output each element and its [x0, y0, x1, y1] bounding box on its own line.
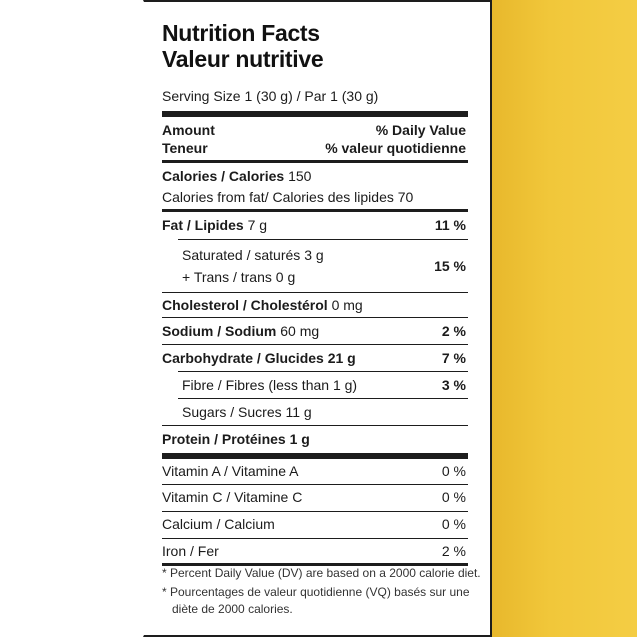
divider-medium [162, 209, 468, 212]
calcium-row: Calcium / Calcium 0 % [162, 514, 468, 534]
divider-medium [162, 563, 468, 566]
carbohydrate-daily-value: 7 % [441, 350, 466, 366]
fat-daily-value: 11 % [434, 217, 466, 233]
carbohydrate-amount: 21 g [327, 350, 356, 366]
vitamin-a-daily-value: 0 % [441, 463, 466, 479]
divider-medium [162, 160, 468, 163]
calcium-daily-value: 0 % [441, 516, 466, 532]
protein-label: Protein / Protéines [162, 431, 286, 447]
divider-thin [162, 292, 468, 293]
vitamin-c-daily-value: 0 % [441, 489, 466, 505]
carbohydrate-row: Carbohydrate / Glucides 21 g 7 % [162, 348, 468, 368]
calories-from-fat-row: Calories from fat/ Calories des lipides … [162, 187, 468, 207]
daily-value-header-en: % Daily Value [375, 122, 466, 138]
vitamin-a-row: Vitamin A / Vitamine A 0 % [162, 461, 468, 481]
sugars-row: Sugars / Sucres 11 g [162, 402, 468, 422]
trans-row: + Trans / trans 0 g [162, 267, 468, 287]
vitamin-c-row: Vitamin C / Vitamine C 0 % [162, 487, 468, 507]
daily-value-header-fr: % valeur quotidienne [325, 140, 466, 156]
iron-daily-value: 2 % [441, 543, 466, 559]
calories-label: Calories / Calories [162, 168, 285, 184]
trans-amount: 0 g [275, 269, 296, 285]
vitamin-c-label: Vitamin C / Vitamine C [162, 489, 303, 505]
amount-header-fr: Teneur [162, 140, 208, 156]
title-english: Nutrition Facts [162, 20, 320, 46]
sugars-amount: 11 g [285, 404, 312, 420]
iron-row: Iron / Fer 2 % [162, 541, 468, 561]
calories-row: Calories / Calories 150 [162, 166, 468, 186]
protein-row: Protein / Protéines 1 g [162, 429, 468, 449]
divider-thin [162, 511, 468, 512]
divider-thick [162, 111, 468, 117]
footnote-french-line2: diète de 2000 calories. [172, 602, 293, 616]
fibre-row: Fibre / Fibres (less than 1 g) 3 % [162, 375, 468, 395]
vitamin-a-label: Vitamin A / Vitamine A [162, 463, 299, 479]
title-french: Valeur nutritive [162, 46, 324, 72]
fat-label: Fat / Lipides [162, 217, 244, 233]
sodium-daily-value: 2 % [441, 323, 466, 339]
divider-thin [162, 317, 468, 318]
sodium-amount: 60 mg [280, 323, 320, 339]
calcium-label: Calcium / Calcium [162, 516, 275, 532]
saturated-label: Saturated / saturés [182, 247, 301, 263]
sodium-label: Sodium / Sodium [162, 323, 277, 339]
divider-thin [178, 239, 468, 240]
iron-label: Iron / Fer [162, 543, 219, 559]
nutrition-panel [143, 0, 492, 637]
cholesterol-label: Cholesterol / Cholestérol [162, 297, 328, 313]
calories-value: 150 [288, 168, 312, 184]
saturated-trans-daily-value: 15 % [434, 258, 466, 274]
fat-row: Fat / Lipides 7 g 11 % [162, 215, 468, 235]
divider-thick [162, 453, 468, 459]
cholesterol-row: Cholesterol / Cholestérol 0 mg [162, 295, 468, 315]
sugars-label: Sugars / Sucres [182, 404, 282, 420]
fat-amount: 7 g [247, 217, 268, 233]
divider-thin [162, 538, 468, 539]
divider-thin [162, 484, 468, 485]
divider-thin [178, 398, 468, 399]
protein-amount: 1 g [289, 431, 310, 447]
serving-size: Serving Size 1 (30 g) / Par 1 (30 g) [162, 88, 379, 104]
footnote-english: * Percent Daily Value (DV) are based on … [162, 566, 481, 580]
fibre-daily-value: 3 % [441, 377, 466, 393]
saturated-amount: 3 g [304, 247, 324, 263]
calories-from-fat-value: 70 [397, 189, 414, 205]
trans-label: + Trans / trans [182, 269, 272, 285]
package-edge [492, 0, 637, 637]
saturated-trans-dv-row: 15 % [162, 256, 468, 276]
divider-thin [178, 371, 468, 372]
cholesterol-amount: 0 mg [331, 297, 363, 313]
sodium-row: Sodium / Sodium 60 mg 2 % [162, 321, 468, 341]
divider-thin [162, 344, 468, 345]
calories-from-fat-label: Calories from fat/ Calories des lipides [162, 189, 394, 205]
footnote-french-line1: * Pourcentages de valeur quotidienne (VQ… [162, 585, 470, 599]
carbohydrate-label: Carbohydrate / Glucides [162, 350, 324, 366]
fibre-label: Fibre / Fibres (less than 1 g) [182, 377, 358, 393]
amount-header-en: Amount [162, 122, 215, 138]
saturated-row: Saturated / saturés 3 g [162, 245, 468, 265]
divider-thin [162, 425, 468, 426]
